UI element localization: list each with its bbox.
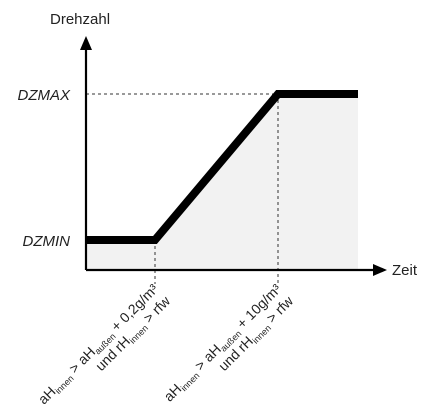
x-tick-label-line: aHinnen > aHaußen + 0,2g/m³	[35, 281, 163, 404]
x-tick-label-line: aHinnen > aHaußen + 10g/m³	[160, 281, 285, 404]
y-tick-dzmax: DZMAX	[18, 87, 71, 104]
area-under-curve	[86, 94, 358, 270]
x-axis-title: Zeit	[392, 262, 418, 279]
y-axis-arrow-icon	[80, 36, 92, 50]
guide-lines	[86, 93, 279, 284]
y-axis-title: Drehzahl	[50, 11, 110, 28]
y-tick-dzmin: DZMIN	[23, 233, 71, 250]
x-axis-arrow-icon	[373, 264, 387, 276]
speed-curve-line	[86, 90, 358, 244]
